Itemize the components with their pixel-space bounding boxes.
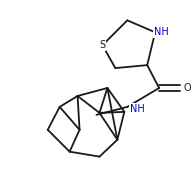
Text: NH: NH [154,27,168,37]
Text: S: S [99,40,105,50]
Text: NH: NH [130,104,145,114]
Text: O: O [183,83,191,93]
